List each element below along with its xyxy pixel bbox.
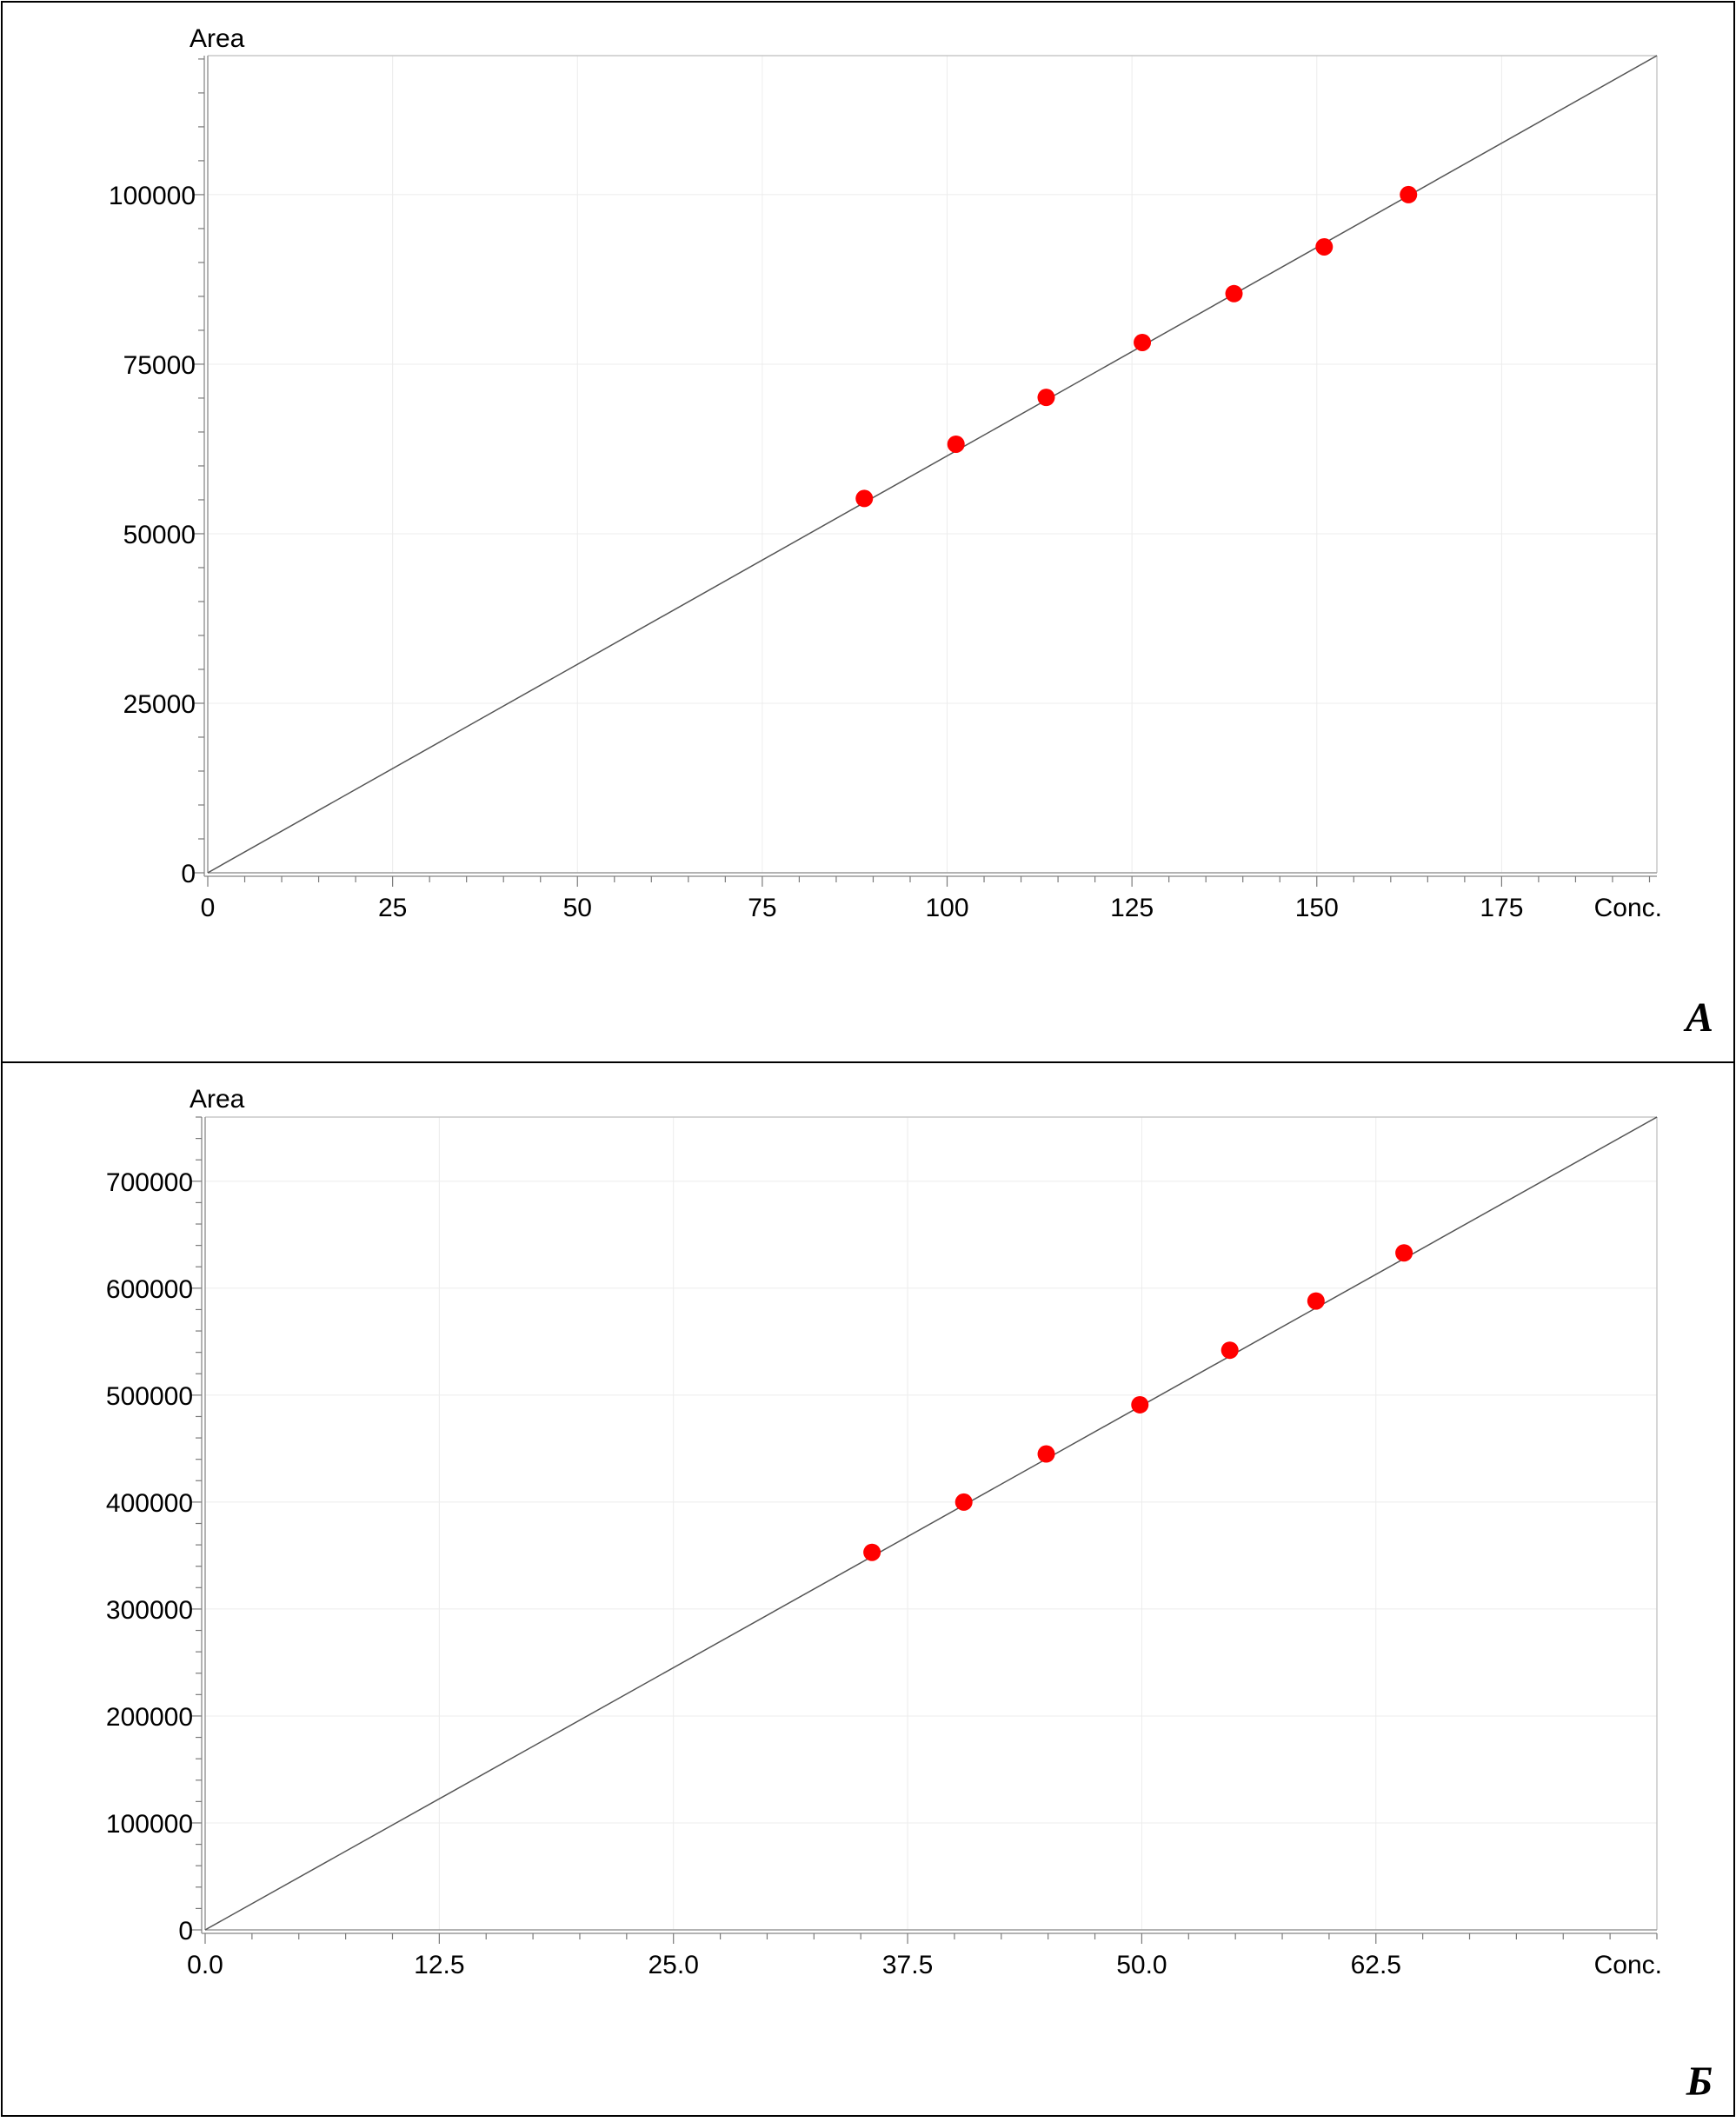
y-tick-label: 700000: [106, 1168, 193, 1197]
x-tick-label: 12.5: [414, 1951, 464, 1979]
y-tick-label: 200000: [106, 1703, 193, 1732]
x-tick-label: 150: [1295, 894, 1339, 922]
panel-label: Б: [1686, 2059, 1713, 2105]
x-tick-label: 175: [1480, 894, 1523, 922]
x-tick-label: 62.5: [1351, 1951, 1401, 1979]
y-axis-title: Area: [190, 24, 245, 53]
data-point: [1400, 185, 1418, 203]
y-axis-title: Area: [190, 1085, 245, 1114]
chart-panel-2: 0.0 12.5 25.0 37.5 50.0 62.5 0 100000 200000 3000…: [1, 1061, 1735, 2117]
data-point: [947, 435, 965, 453]
data-point: [1131, 1395, 1149, 1414]
data-point: [863, 1543, 881, 1561]
panel-border: [1, 1, 1735, 1063]
y-tick-label: 100000: [106, 1810, 193, 1839]
x-tick-label: 0: [201, 894, 216, 922]
chart-panel-1: 0 25 50 75 100 125 150 175 0 25000 50000 75000 10000…: [1, 1, 1735, 1063]
x-tick-label: 37.5: [882, 1951, 933, 1979]
x-tick-label: 75: [748, 894, 776, 922]
data-point: [1221, 1341, 1239, 1360]
x-tick-label: 25.0: [649, 1951, 699, 1979]
data-point: [954, 1493, 973, 1511]
y-tick-label: 100000: [109, 182, 196, 210]
x-tick-label: 100: [925, 894, 968, 922]
panel-border: [1, 1061, 1735, 2117]
data-point: [1307, 1292, 1325, 1310]
x-tick-label: 25: [378, 894, 407, 922]
x-tick-label: 50.0: [1116, 1951, 1167, 1979]
x-tick-label: 0.0: [187, 1951, 223, 1979]
panel-label: A: [1683, 994, 1713, 1041]
x-tick-label: 50: [563, 894, 592, 922]
x-tick-label: 125: [1110, 894, 1154, 922]
data-point: [1037, 389, 1055, 407]
y-tick-label: 0: [181, 860, 196, 888]
data-point: [855, 489, 874, 508]
regression-line: [204, 1116, 1658, 1931]
y-tick-label: 25000: [123, 690, 196, 719]
y-tick-label: 75000: [123, 351, 196, 380]
data-point: [1037, 1445, 1055, 1463]
y-tick-label: 400000: [106, 1489, 193, 1518]
x-axis-title: Conc.: [1594, 894, 1662, 922]
y-tick-label: 500000: [106, 1382, 193, 1411]
data-point: [1134, 333, 1152, 351]
data-point: [1225, 284, 1243, 303]
y-tick-label: 0: [178, 1917, 193, 1946]
y-tick-label: 50000: [123, 521, 196, 549]
data-point: [1395, 1244, 1413, 1262]
regression-line: [207, 55, 1658, 874]
data-point: [1315, 237, 1334, 256]
y-tick-label: 600000: [106, 1275, 193, 1304]
x-axis-title: Conc.: [1594, 1951, 1662, 1979]
y-tick-label: 300000: [106, 1596, 193, 1625]
